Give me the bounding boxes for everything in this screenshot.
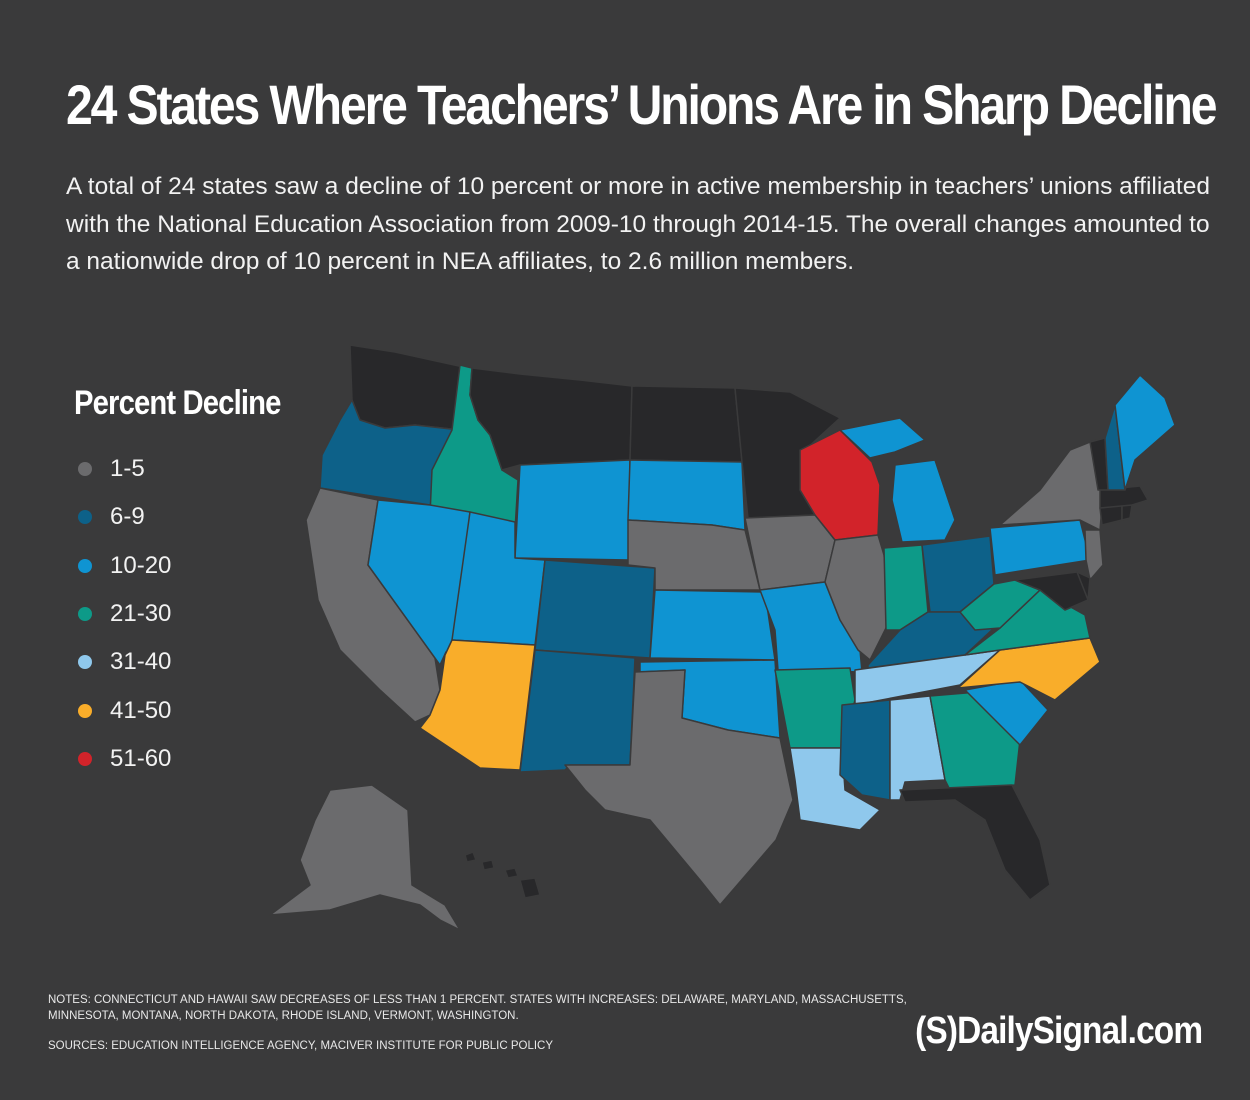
intro-text: A total of 24 states saw a decline of 10… — [66, 173, 1210, 275]
sources: SOURCES: EDUCATION INTELLIGENCE AGENCY, … — [48, 1040, 554, 1052]
state-HI — [464, 851, 541, 899]
state-ND — [629, 385, 743, 463]
state-NY — [999, 439, 1104, 531]
legend-item-1-5: 1-5 — [74, 445, 314, 493]
page-title: 24 States Where Teachers’ Unions Are in … — [66, 73, 1218, 136]
state-MA — [1099, 485, 1149, 509]
state-NE — [627, 519, 761, 591]
state-WY — [514, 459, 631, 561]
state-TX — [564, 669, 794, 906]
legend: Percent Decline 1-5 6-9 10-20 21-30 31-40 41-… — [74, 384, 314, 783]
legend-label: 51-60 — [110, 744, 172, 772]
legend-swatch — [78, 510, 92, 525]
legend-item-10-20: 10-20 — [74, 542, 314, 590]
legend-swatch — [78, 703, 92, 718]
us-map — [269, 344, 1176, 931]
legend-label: 41-50 — [110, 696, 172, 724]
state-SD — [627, 459, 746, 531]
legend-swatch — [78, 655, 92, 670]
legend-swatch — [78, 607, 92, 622]
state-CO — [534, 559, 656, 659]
legend-item-21-30: 21-30 — [74, 590, 314, 638]
state-KS — [649, 589, 776, 661]
legend-label: 1-5 — [110, 455, 145, 483]
state-MS — [839, 699, 891, 801]
legend-label: 21-30 — [110, 600, 172, 628]
legend-item-6-9: 6-9 — [74, 493, 314, 541]
legend-item-51-60: 51-60 — [74, 735, 314, 783]
notes: NOTES: CONNECTICUT AND HAWAII SAW DECREA… — [48, 994, 907, 1022]
state-FL — [899, 784, 1051, 901]
legend-title: Percent Decline — [74, 384, 281, 422]
state-ME — [1114, 374, 1176, 491]
state-NJ — [1084, 529, 1104, 581]
legend-swatch — [78, 751, 92, 766]
legend-item-31-40: 31-40 — [74, 638, 314, 686]
state-NM — [519, 649, 636, 773]
state-AK — [269, 784, 461, 931]
brand-logo: (S)DailySignal.com — [914, 1010, 1203, 1052]
legend-swatch — [78, 558, 92, 573]
legend-label: 6-9 — [110, 503, 145, 531]
state-IA — [744, 514, 836, 591]
legend-items: 1-5 6-9 10-20 21-30 31-40 41-50 51-60 — [74, 445, 314, 783]
legend-item-41-50: 41-50 — [74, 686, 314, 734]
legend-label: 10-20 — [110, 551, 172, 579]
legend-label: 31-40 — [110, 648, 172, 676]
state-PA — [989, 519, 1091, 576]
legend-swatch — [78, 462, 92, 477]
state-RI — [1121, 504, 1133, 521]
state-WA — [349, 344, 469, 431]
state-IL — [824, 534, 891, 661]
state-MD — [1014, 571, 1089, 611]
state-MI — [839, 417, 956, 543]
